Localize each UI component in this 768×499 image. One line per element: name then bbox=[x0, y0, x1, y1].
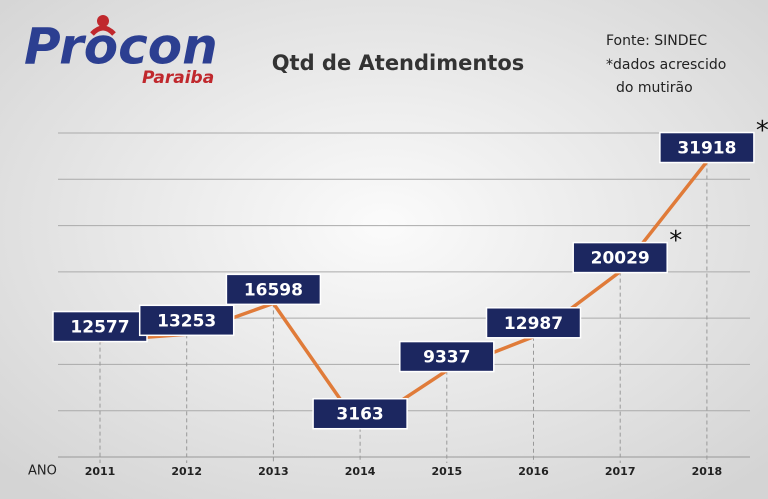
x-tick-label: 2014 bbox=[345, 465, 376, 478]
value-label-box bbox=[399, 340, 495, 373]
value-label-box bbox=[572, 241, 668, 274]
value-label: 16598 bbox=[244, 280, 303, 300]
value-label: 9337 bbox=[423, 348, 470, 368]
logo-icon bbox=[97, 15, 109, 27]
x-tick-label: 2013 bbox=[258, 465, 289, 478]
x-tick-label: 2016 bbox=[518, 465, 549, 478]
annotation: * bbox=[756, 116, 768, 146]
x-tick-label: 2015 bbox=[431, 465, 462, 478]
x-axis-label: ANO bbox=[28, 464, 57, 479]
value-label: 13253 bbox=[157, 311, 216, 331]
value-label-box bbox=[225, 273, 322, 306]
chart-title: Qtd de Atendimentos bbox=[272, 51, 525, 75]
x-tick-label: 2017 bbox=[605, 465, 636, 478]
x-tick-label: 2011 bbox=[85, 465, 116, 478]
logo-subtitle: Paraiba bbox=[142, 68, 214, 88]
source: Fonte: SINDEC bbox=[606, 33, 707, 49]
note-line: *dados acrescido bbox=[606, 57, 726, 73]
x-tick-label: 2018 bbox=[692, 465, 723, 478]
logo-name: Procon bbox=[24, 18, 218, 76]
value-label-box bbox=[485, 307, 582, 339]
value-label-box bbox=[312, 397, 408, 430]
note-line: do mutirão bbox=[616, 80, 693, 96]
x-tick-label: 2012 bbox=[171, 465, 202, 478]
annotation: * bbox=[669, 226, 682, 256]
value-label: 31918 bbox=[677, 139, 736, 159]
value-label: 3163 bbox=[336, 405, 383, 425]
value-label: 12987 bbox=[504, 314, 563, 334]
value-label: 20029 bbox=[591, 249, 650, 269]
value-label: 12577 bbox=[70, 318, 129, 338]
value-label-box bbox=[659, 131, 755, 164]
value-label-box bbox=[138, 304, 235, 337]
logo-icon bbox=[90, 25, 116, 36]
